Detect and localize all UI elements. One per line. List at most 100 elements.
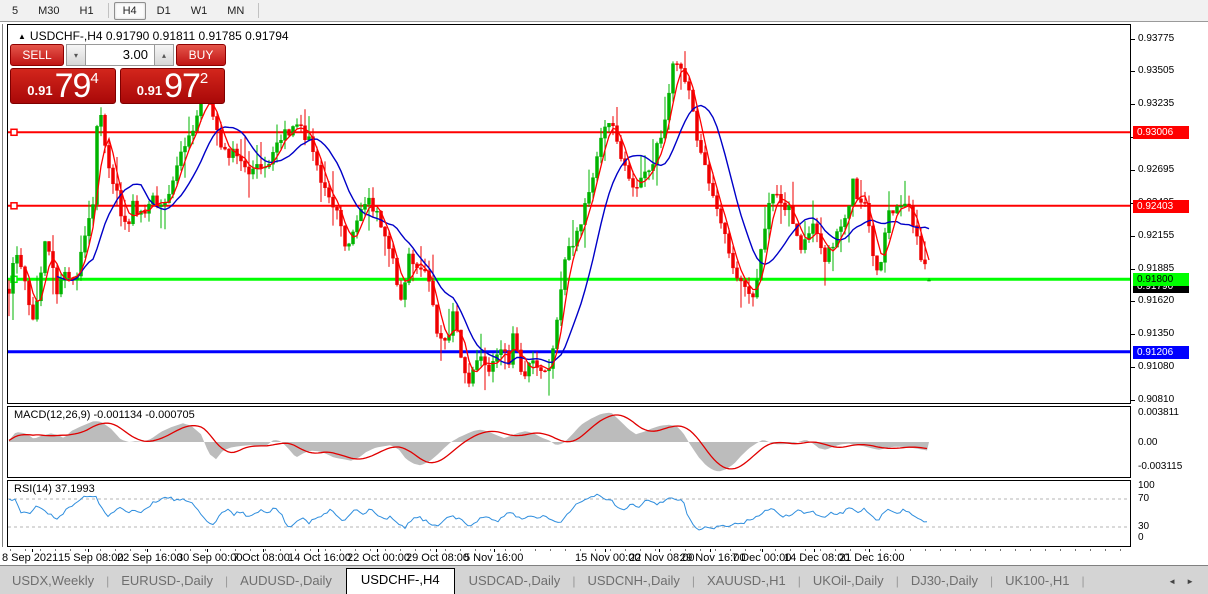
- timeframe-button-H1[interactable]: H1: [79, 4, 94, 17]
- chart-tab-USDCAD-Daily[interactable]: USDCAD-,Daily: [468, 573, 561, 588]
- chart-ohlc-header: ▲ USDCHF-,H4 0.91790 0.91811 0.91785 0.91…: [18, 29, 289, 43]
- chart-tab-UK100-H1[interactable]: UK100-,H1: [1005, 573, 1070, 588]
- time-tick-label: 7 Oct 08:00: [233, 552, 290, 564]
- tab-scroll-right-icon[interactable]: ►: [1186, 577, 1194, 586]
- time-minor-tick: [160, 549, 161, 551]
- rsi-label: RSI(14) 37.1993: [14, 483, 95, 495]
- price-tick-label: 0.92155: [1138, 230, 1175, 242]
- sell-price-display[interactable]: 0.91 79 4: [10, 68, 116, 104]
- buy-button[interactable]: BUY: [176, 44, 226, 66]
- chart-tab-DJ30-Daily[interactable]: DJ30-,Daily: [910, 573, 978, 588]
- time-tick-label: 15 Nov 00:00: [575, 552, 641, 564]
- rsi-axis-label: 100: [1138, 480, 1155, 491]
- time-tick: [869, 549, 870, 552]
- time-tick-label: 8 Sep 2021: [2, 552, 59, 564]
- price-badge-0.91800: 0.91800: [1133, 273, 1189, 287]
- price-tick-label: 0.93235: [1138, 98, 1175, 110]
- macd-chart: [8, 412, 929, 472]
- price-tick-label: 0.91885: [1138, 262, 1175, 274]
- time-minor-tick: [1015, 549, 1016, 551]
- macd-axis-label: 0.003811: [1138, 407, 1179, 418]
- macd-signal-line: [8, 414, 928, 470]
- time-minor-tick: [745, 549, 746, 551]
- time-minor-tick: [820, 549, 821, 551]
- rsi-line: [8, 493, 928, 531]
- time-minor-tick: [1000, 549, 1001, 551]
- time-minor-tick: [130, 549, 131, 551]
- time-tick-label: 30 Sep 00:00: [177, 552, 243, 564]
- macd-panel[interactable]: [7, 406, 1131, 478]
- chart-tab-XAUUSD-H1[interactable]: XAUUSD-,H1: [707, 573, 786, 588]
- price-tick-dash: [1131, 399, 1135, 401]
- time-minor-tick: [880, 549, 881, 551]
- time-minor-tick: [400, 549, 401, 551]
- time-minor-tick: [205, 549, 206, 551]
- chart-tab-USDX-Weekly[interactable]: USDX,Weekly: [12, 573, 95, 588]
- rsi-panel[interactable]: [7, 480, 1131, 547]
- tab-separator: |: [691, 574, 696, 588]
- chart-tab-EURUSD-Daily[interactable]: EURUSD-,Daily: [121, 573, 213, 588]
- rsi-axis-label: 30: [1138, 521, 1150, 532]
- chart-tab-AUDUSD-Daily[interactable]: AUDUSD-,Daily: [240, 573, 332, 588]
- candlestick-chart[interactable]: [7, 25, 1130, 403]
- buy-price-display[interactable]: 0.91 97 2: [120, 68, 225, 104]
- time-minor-tick: [895, 549, 896, 551]
- timeframe-toolbar: 5 M30 H1 H4 D1 W1 MN: [0, 0, 1208, 22]
- window-left-border: [2, 24, 3, 547]
- price-badge-0.91206: 0.91206: [1133, 345, 1189, 359]
- time-minor-tick: [865, 549, 866, 551]
- macd-histogram: [9, 412, 929, 472]
- time-minor-tick: [430, 549, 431, 551]
- timeframe-button-W1[interactable]: W1: [190, 4, 208, 17]
- timeframe-button-MN[interactable]: MN: [227, 4, 245, 17]
- tab-separator: |: [990, 574, 994, 588]
- time-minor-tick: [325, 549, 326, 551]
- time-minor-tick: [850, 549, 851, 551]
- timeframe-button-M30[interactable]: M30: [38, 4, 60, 17]
- time-tick: [147, 549, 148, 552]
- time-minor-tick: [970, 549, 971, 551]
- chart-tab-UKOil-Daily[interactable]: UKOil-,Daily: [812, 573, 884, 588]
- volume-input[interactable]: 3.00: [86, 44, 154, 66]
- time-minor-tick: [445, 549, 446, 551]
- time-minor-tick: [40, 549, 41, 551]
- price-tick-label: 0.93775: [1138, 32, 1175, 44]
- timeframe-button-H4[interactable]: H4: [113, 1, 146, 20]
- time-minor-tick: [700, 549, 701, 551]
- time-tick: [762, 549, 763, 552]
- rsi-axis-label: 70: [1138, 493, 1150, 504]
- time-minor-tick: [1090, 549, 1091, 551]
- hline-anchor[interactable]: [10, 128, 18, 137]
- time-minor-tick: [955, 549, 956, 551]
- time-tick: [710, 549, 711, 552]
- time-minor-tick: [985, 549, 986, 551]
- chart-tab-USDCNH-Daily[interactable]: USDCNH-,Daily: [587, 573, 680, 588]
- time-minor-tick: [625, 549, 626, 551]
- sell-button[interactable]: SELL: [10, 44, 64, 66]
- timeframe-button-5[interactable]: 5: [12, 4, 19, 17]
- hline-anchor[interactable]: [10, 202, 18, 210]
- price-badge-0.93006: 0.93006: [1133, 126, 1189, 140]
- time-minor-tick: [385, 549, 386, 551]
- tab-separator: |: [797, 574, 801, 588]
- time-minor-tick: [1030, 549, 1031, 551]
- price-tick-label: 0.91620: [1138, 295, 1175, 307]
- time-minor-tick: [475, 549, 476, 551]
- chart-tab-USDCHF-H4[interactable]: USDCHF-,H4: [345, 568, 455, 594]
- time-minor-tick: [730, 549, 731, 551]
- time-minor-tick: [370, 549, 371, 551]
- time-minor-tick: [490, 549, 491, 551]
- volume-decrease-button[interactable]: ▾: [66, 44, 86, 66]
- macd-axis-label: 0.00: [1138, 437, 1158, 448]
- time-minor-tick: [910, 549, 911, 551]
- tab-scroll-left-icon[interactable]: ◄: [1168, 577, 1177, 586]
- time-minor-tick: [460, 549, 461, 551]
- time-tick-label: 22 Nov 08:00: [629, 552, 695, 564]
- tab-separator: |: [1081, 574, 1085, 588]
- volume-increase-button[interactable]: ▴: [154, 44, 174, 66]
- time-tick-label: 21 Dec 16:00: [839, 552, 905, 564]
- price-tick-dash: [1131, 170, 1135, 172]
- price-tick-dash: [1131, 38, 1135, 40]
- timeframe-button-D1[interactable]: D1: [156, 4, 171, 17]
- time-minor-tick: [1060, 549, 1061, 551]
